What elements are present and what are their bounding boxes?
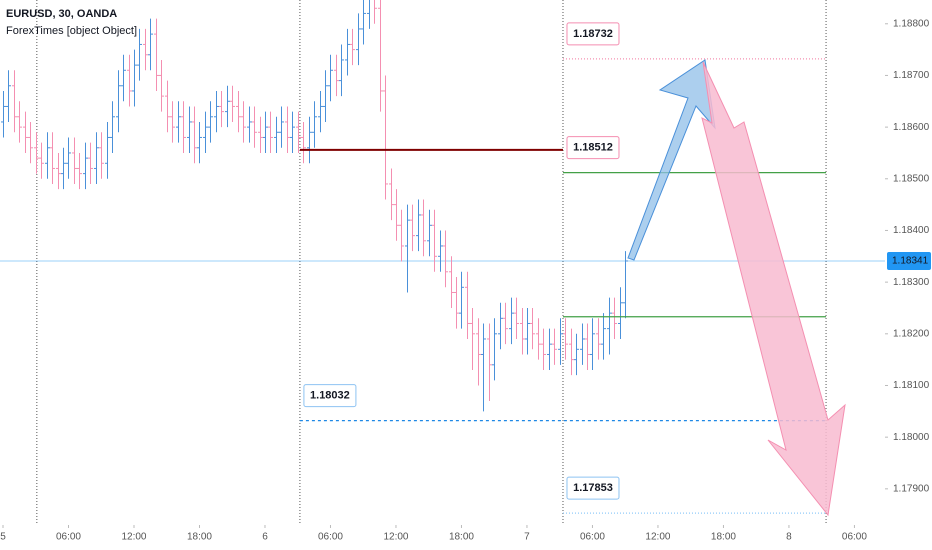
level-label-box [303,384,357,408]
x-tick-label: 06:00 [56,532,81,543]
level-label: 1.18732 [573,28,613,40]
last-price-tag [887,251,931,270]
x-tick-label: 18:00 [711,532,736,543]
x-tick-label: 06:00 [318,532,343,543]
x-tick-label: 06:00 [842,532,867,543]
level-label-box [566,22,620,46]
level-label: 1.17853 [573,482,613,494]
x-tick-label: 18:00 [449,532,474,543]
level-label: 1.18512 [573,141,613,153]
x-tick-label: 06:00 [580,532,605,543]
x-tick-label: 8 [786,532,792,543]
y-tick-label: 1.18400 [893,225,930,236]
x-tick-label: 12:00 [383,532,408,543]
y-tick-label: 1.18500 [893,173,930,184]
chart-title: EURUSD, 30, OANDA [6,8,117,20]
y-tick-label: 1.18200 [893,328,930,339]
y-tick-label: 1.18000 [893,432,930,443]
up-arrow-drawing [627,59,716,261]
y-tick-label: 1.18600 [893,122,930,133]
level-label-box [566,136,620,160]
down-arrow-drawing [701,61,846,517]
y-tick-label: 1.18700 [893,70,930,81]
x-tick-label: 12:00 [645,532,670,543]
x-tick-label: 5 [0,532,6,543]
last-price-label: 1.18341 [892,256,929,267]
y-tick-label: 1.18300 [893,277,930,288]
y-tick-label: 1.17900 [893,483,930,494]
chart-subtitle: ForexTimes [object Object] [6,25,137,37]
level-label: 1.18032 [310,390,350,402]
x-tick-label: 12:00 [121,532,146,543]
y-tick-label: 1.18800 [893,18,930,29]
x-tick-label: 18:00 [187,532,212,543]
y-tick-label: 1.18100 [893,380,930,391]
x-tick-label: 6 [262,532,268,543]
plot-area [0,0,885,525]
x-tick-label: 7 [524,532,530,543]
level-label-box [566,476,620,500]
